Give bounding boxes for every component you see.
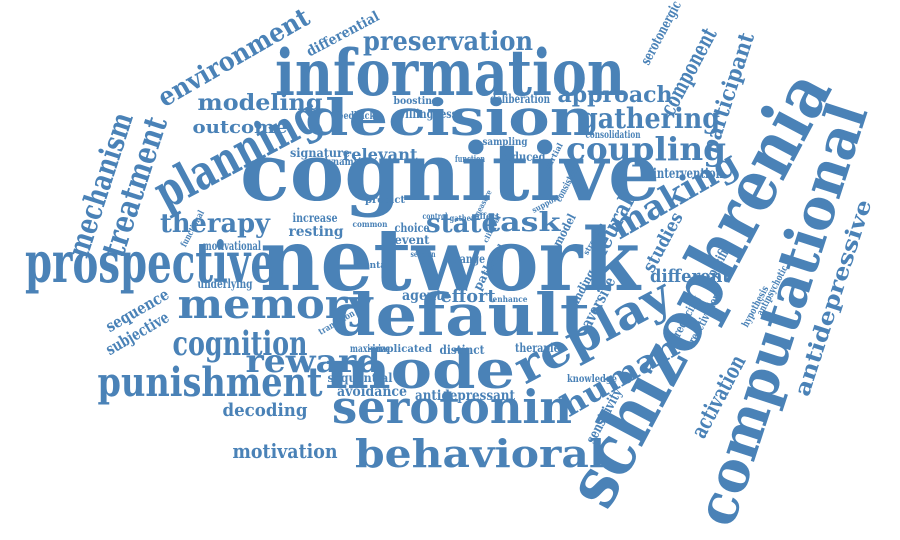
word-gather: gather — [450, 213, 476, 223]
word-information: information — [275, 36, 625, 111]
word-deliberation: deliberation — [490, 92, 550, 106]
word-gathering: gathering — [580, 102, 720, 135]
word-decision: decision — [305, 88, 595, 147]
word-event: event — [395, 233, 430, 247]
word-memory: memory — [178, 281, 375, 328]
word-underlying: underlying — [198, 277, 253, 291]
word-affect: affect — [475, 211, 500, 221]
word-feedback: feedback — [335, 111, 376, 122]
word-sequential: sequential — [328, 371, 393, 385]
word-motivation: motivation — [233, 439, 338, 463]
word-boosting: boosting — [394, 96, 439, 107]
word-control: control — [423, 211, 448, 221]
word-implicated: implicated — [372, 344, 432, 355]
word-mode: mode — [325, 340, 515, 401]
word-mental: mental — [355, 261, 391, 271]
word-signature: signature — [290, 146, 350, 160]
word-state: state — [426, 209, 498, 239]
word-choice: choice — [395, 221, 430, 235]
word-avoidance: avoidance — [337, 384, 407, 400]
word-cognition: cognition — [173, 324, 308, 364]
word-increase: increase — [293, 211, 338, 225]
word-consolidation: consolidation — [586, 130, 642, 141]
word-resting: resting — [289, 224, 344, 240]
word-range: range — [455, 252, 485, 266]
word-enhance: enhance — [493, 294, 528, 304]
word-modeling: modeling — [198, 90, 323, 116]
word-approach: approach — [558, 82, 673, 108]
word-task: task — [486, 208, 562, 238]
word-intervention: intervention — [653, 166, 723, 182]
word-reward: reward — [246, 342, 381, 380]
word-maximize: maximize — [350, 344, 390, 355]
word-motivational: motivational — [203, 239, 261, 253]
word-therapies: therapies — [515, 341, 565, 355]
word-coupling: coupling — [566, 130, 726, 168]
word-relevant: relevant — [343, 145, 419, 164]
word-knowledge: knowledge — [567, 374, 617, 385]
word-predict: predict — [365, 195, 405, 206]
word-session: session — [411, 249, 436, 259]
word-sampling: sampling — [483, 137, 528, 148]
word-willingness: willingness — [396, 107, 457, 121]
word-behavioral: behavioral — [355, 431, 605, 476]
word-serotonin: serotonin — [332, 380, 572, 434]
word-effort: effort — [441, 286, 497, 307]
word-antidepressant: antidepressant — [415, 388, 515, 404]
word-network: network — [260, 210, 642, 311]
word-different: different — [650, 266, 731, 287]
word-function: function — [455, 155, 485, 165]
word-reduced: reduced — [501, 150, 547, 164]
word-preservation: preservation — [363, 27, 533, 57]
word-agent: agent — [402, 288, 442, 304]
word-decoding: decoding — [223, 400, 308, 421]
word-default: default — [330, 281, 590, 349]
word-therapy: therapy — [160, 209, 271, 239]
word-serotonergic: serotonergic — [638, 0, 685, 68]
word-prospective: prospective — [25, 230, 275, 296]
word-common: common — [353, 219, 388, 229]
word-outcome: outcome — [193, 117, 288, 138]
word-cognitive: cognitive — [240, 125, 660, 219]
word-distinct: distinct — [440, 343, 485, 357]
word-punishment: punishment — [98, 359, 323, 406]
word-dynamic: dynamic — [322, 157, 362, 168]
